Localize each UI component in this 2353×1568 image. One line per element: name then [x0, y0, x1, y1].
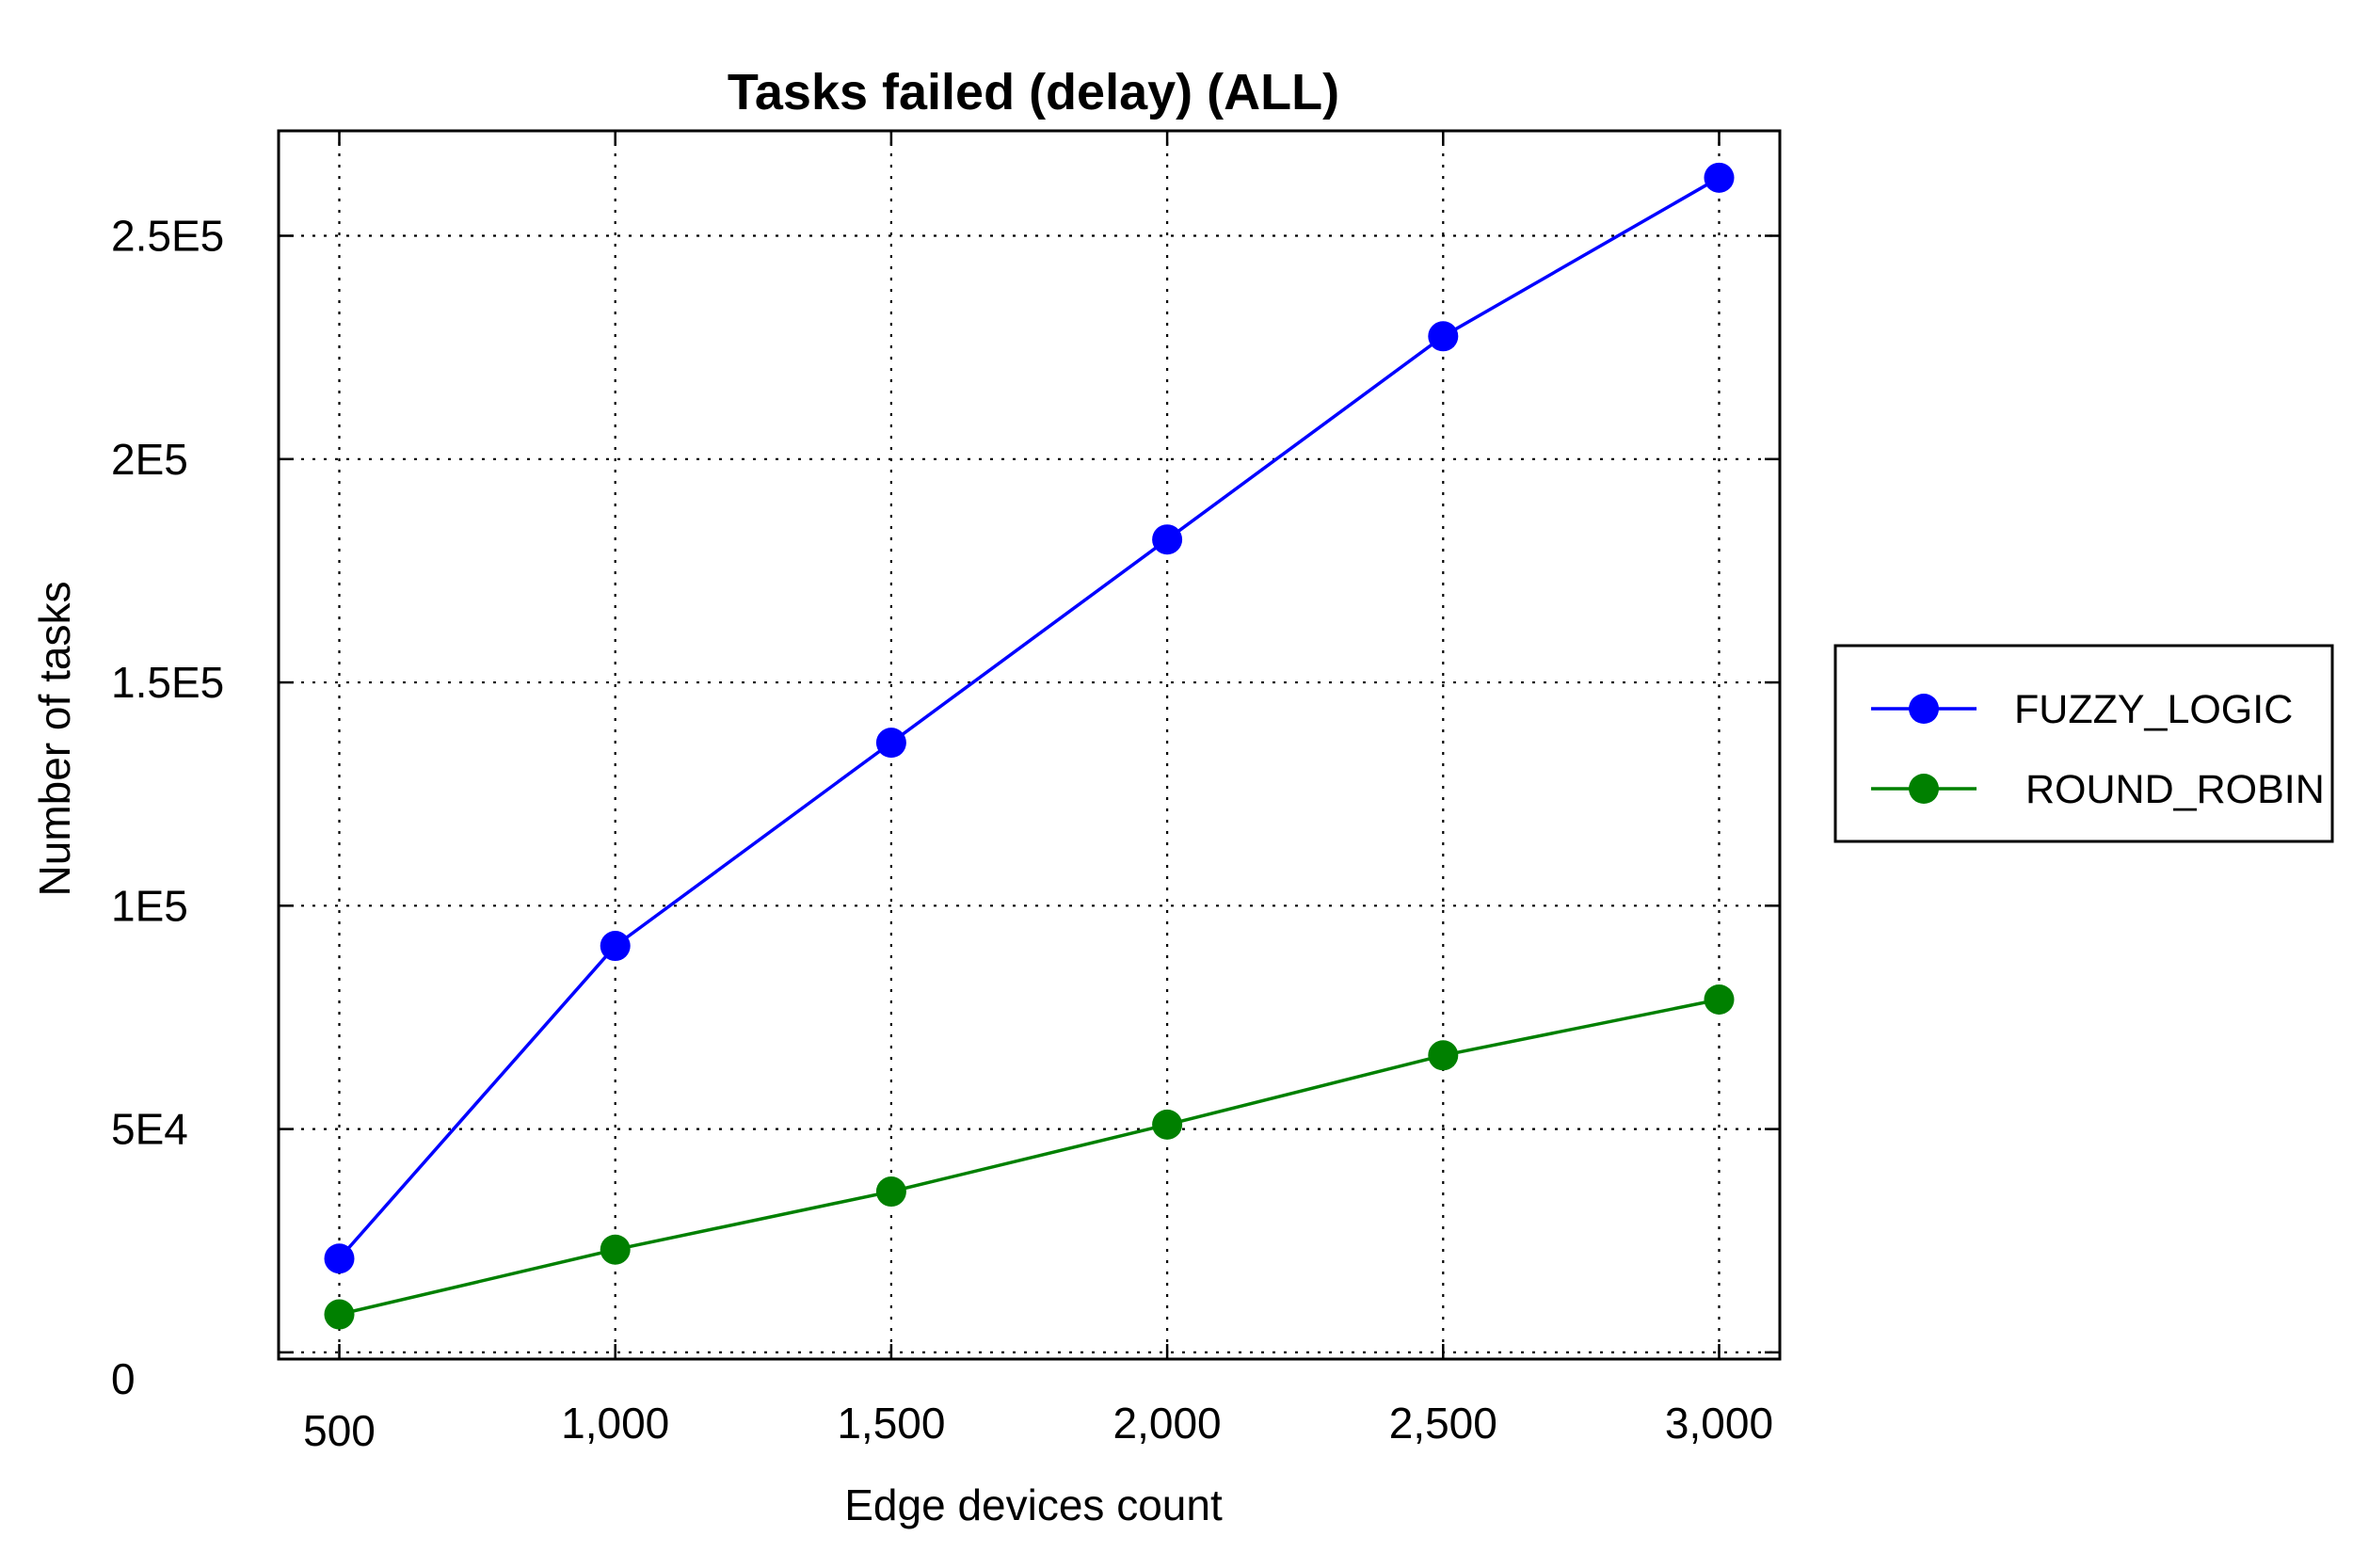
- data-point-fuzzy-logic: [875, 728, 906, 759]
- y-axis-label: Number of tasks: [30, 582, 79, 897]
- data-point-fuzzy-logic: [1704, 162, 1735, 193]
- y-tick-label: 1.5E5: [111, 658, 224, 707]
- legend-items: FUZZY_LOGIC ROUND_ROBIN: [1871, 687, 2325, 812]
- x-tick-label: 3,000: [1665, 1399, 1773, 1448]
- x-tick-label: 1,500: [837, 1399, 945, 1448]
- y-tick-label: 2.5E5: [111, 212, 224, 261]
- legend-label-fuzzy-logic: FUZZY_LOGIC: [2014, 687, 2293, 732]
- series-layer: [324, 162, 1735, 1330]
- x-tick-label: 2,500: [1389, 1399, 1497, 1448]
- data-point-fuzzy-logic: [324, 1243, 355, 1274]
- data-point-fuzzy-logic: [600, 931, 631, 962]
- x-axis-label: Edge devices count: [844, 1480, 1223, 1529]
- y-tick-label: 5E4: [111, 1105, 188, 1154]
- data-point-round-robin: [600, 1234, 631, 1265]
- data-point-round-robin: [1704, 984, 1735, 1015]
- plot-frame: [277, 129, 1782, 1361]
- y-tick-label: 2E5: [111, 435, 188, 484]
- y-tick-label: 0: [111, 1354, 136, 1403]
- x-tick-label: 2,000: [1113, 1399, 1222, 1448]
- data-point-fuzzy-logic: [1428, 321, 1459, 352]
- series-line-fuzzy-logic: [338, 176, 1721, 1260]
- ticks: 500 1,000 1,500 2,000 2,500 3,000 0 5E4 1E5 1.5E5…: [111, 131, 1780, 1455]
- data-point-fuzzy-logic: [1152, 524, 1183, 555]
- chart-title: Tasks failed (delay) (ALL): [728, 64, 1339, 120]
- legend-label-round-robin: ROUND_ROBIN: [2025, 767, 2325, 812]
- data-point-round-robin: [1152, 1109, 1183, 1140]
- data-point-round-robin: [324, 1299, 355, 1330]
- y-tick-label: 1E5: [111, 881, 188, 930]
- x-tick-label: 500: [303, 1406, 376, 1455]
- series-line-round-robin: [339, 998, 1720, 1317]
- legend-swatch-marker-fuzzy-logic: [1909, 694, 1939, 724]
- data-point-round-robin: [1428, 1040, 1459, 1071]
- x-tick-label: 1,000: [561, 1399, 669, 1448]
- legend-box: [1833, 644, 2334, 843]
- legend-swatch-marker-round-robin: [1909, 774, 1939, 804]
- data-point-round-robin: [875, 1176, 906, 1208]
- legend: FUZZY_LOGIC ROUND_ROBIN: [1833, 644, 2334, 843]
- grid: [279, 131, 1780, 1359]
